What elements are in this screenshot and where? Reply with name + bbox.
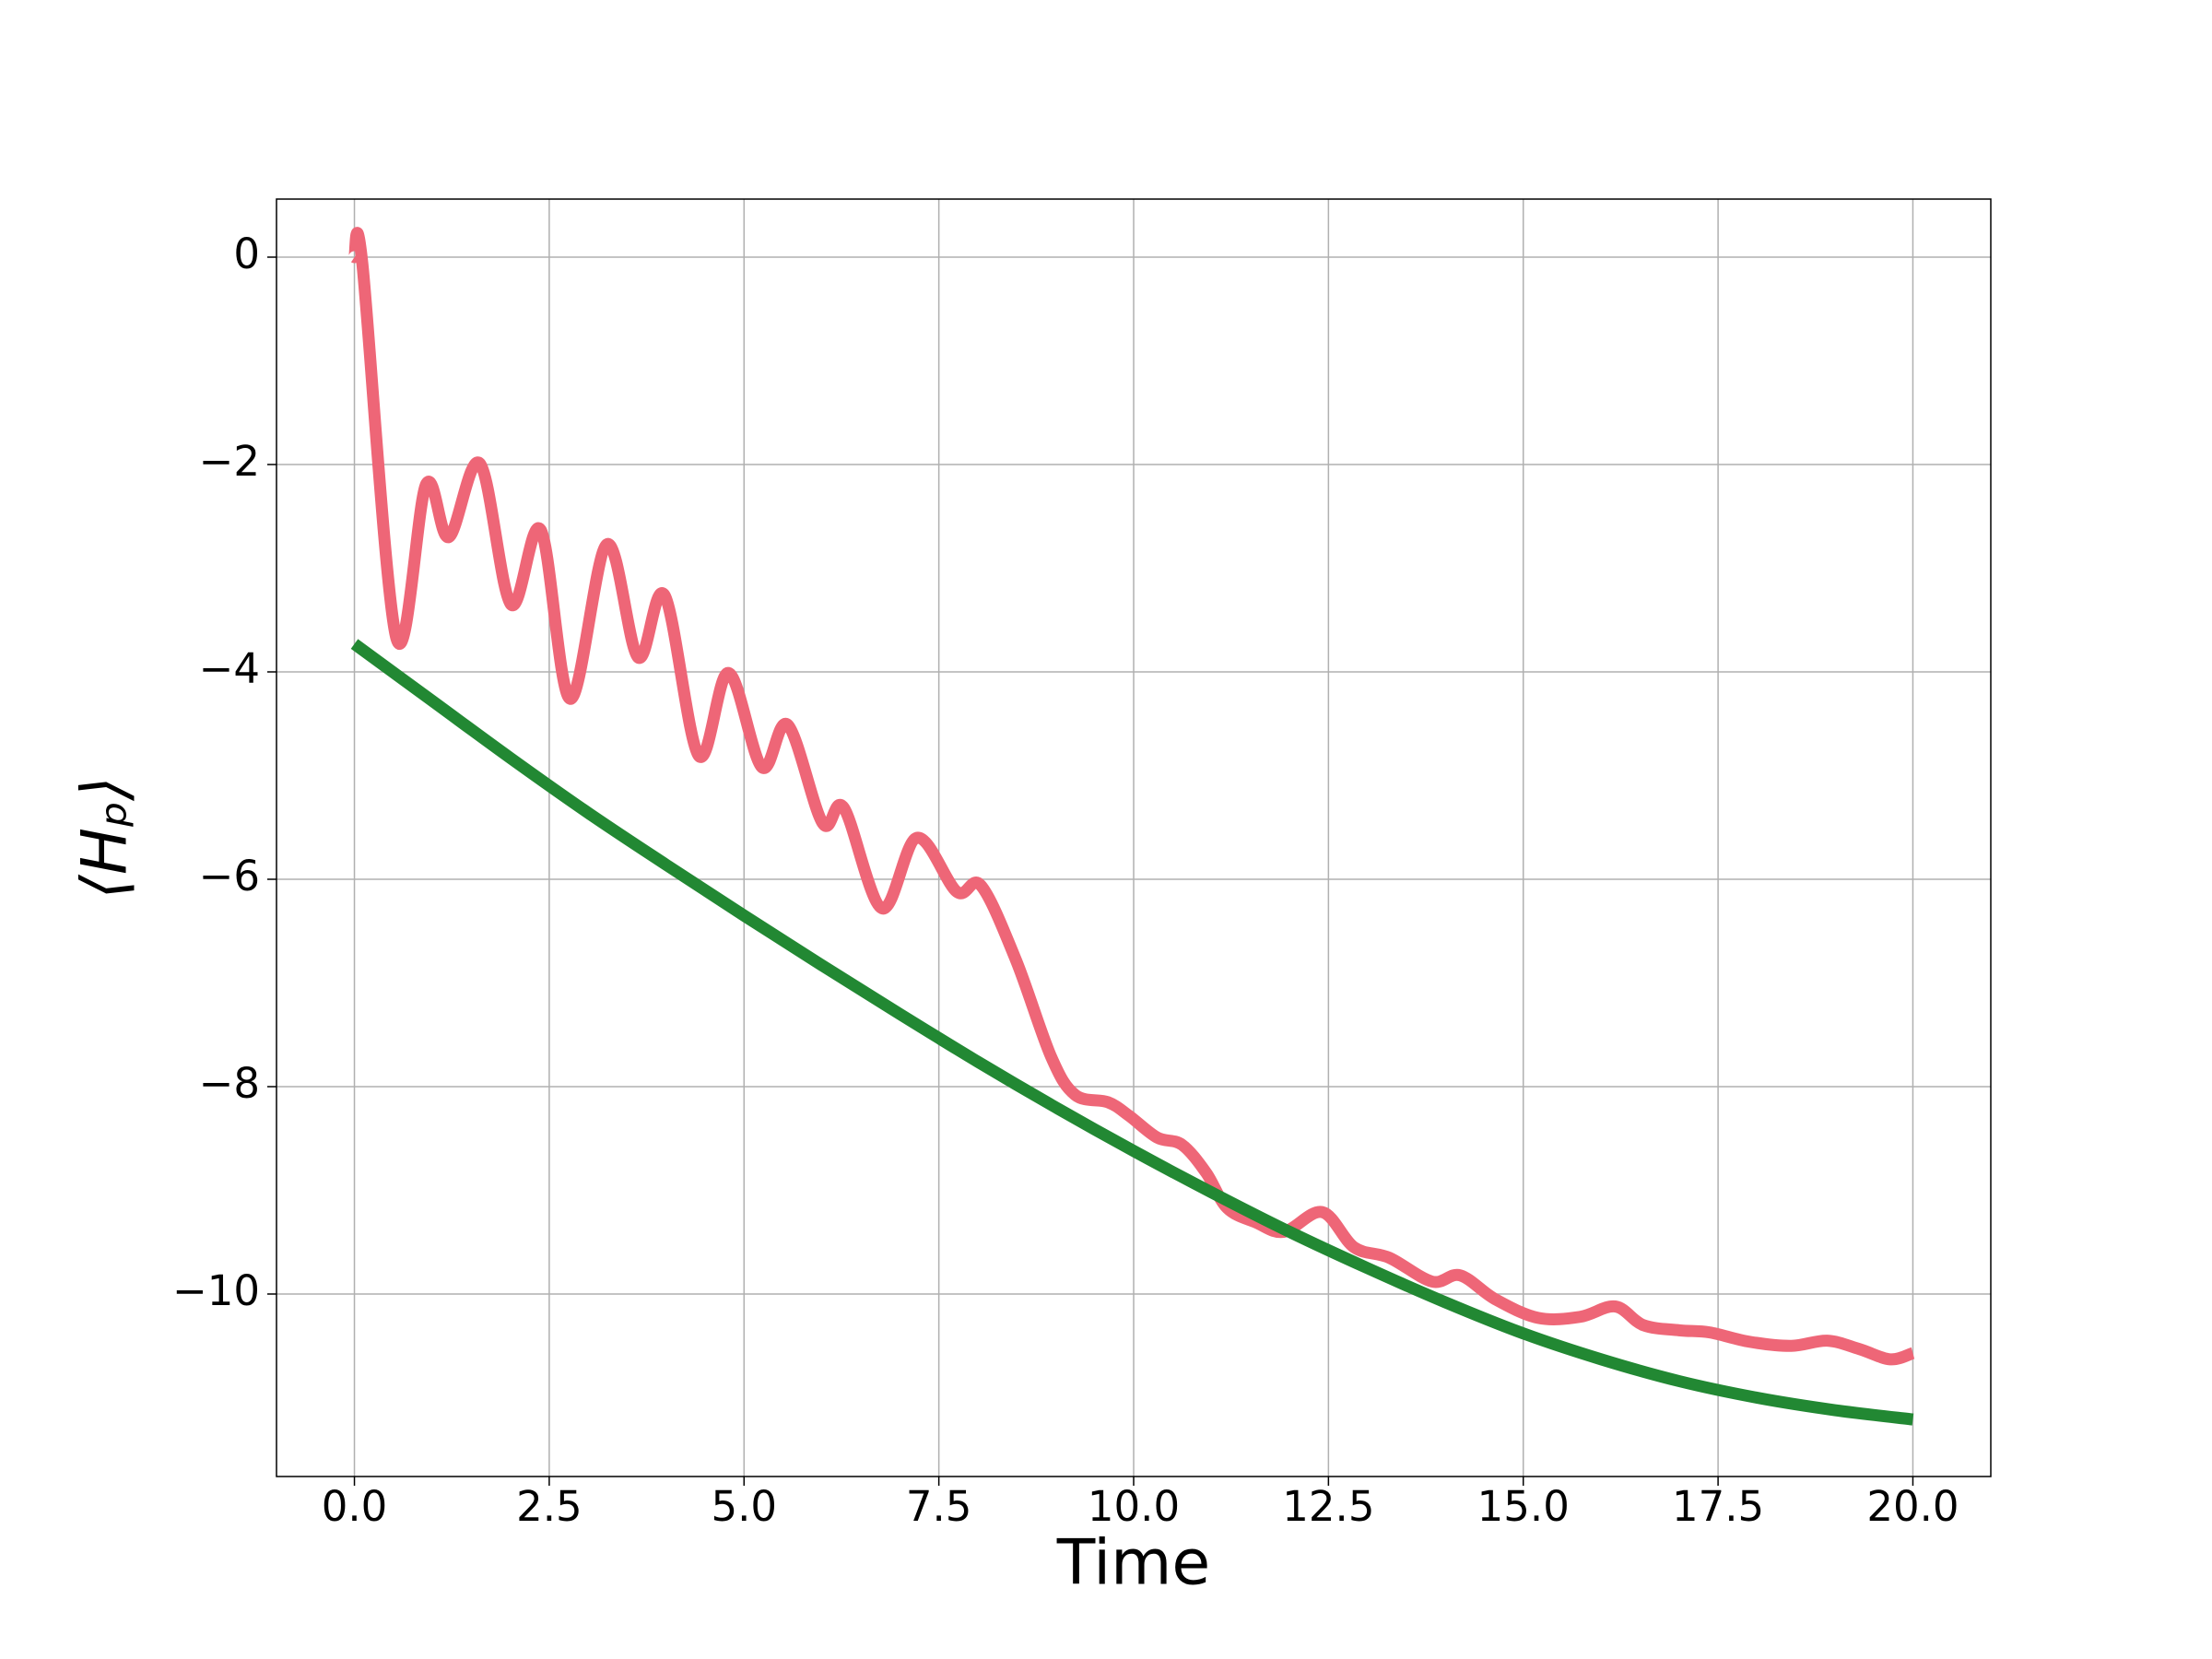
x-axis-label: Time xyxy=(1056,1527,1210,1600)
y-tick-label: −10 xyxy=(172,1266,260,1315)
y-tick-label: −6 xyxy=(199,852,260,900)
y-axis-label: ⟨Hₚ⟩ xyxy=(69,776,142,899)
y-tick-label: −4 xyxy=(199,644,260,693)
data-line xyxy=(348,227,1915,1366)
x-tick-label: 17.5 xyxy=(1672,1482,1764,1531)
x-tick-label: 10.0 xyxy=(1088,1482,1180,1531)
y-tick-label: −2 xyxy=(199,437,260,486)
x-tick-label: 7.5 xyxy=(906,1482,972,1531)
data-line xyxy=(350,639,1914,1426)
x-tick-label: 0.0 xyxy=(322,1482,388,1531)
x-tick-label: 15.0 xyxy=(1477,1482,1570,1531)
x-tick-label: 12.5 xyxy=(1282,1482,1374,1531)
y-tick-label: 0 xyxy=(233,229,260,278)
x-tick-label: 5.0 xyxy=(711,1482,777,1531)
x-tick-label: 2.5 xyxy=(516,1482,582,1531)
x-tick-label: 20.0 xyxy=(1866,1482,1959,1531)
plot-frame xyxy=(276,198,1992,1477)
y-tick-label: −8 xyxy=(199,1059,260,1108)
